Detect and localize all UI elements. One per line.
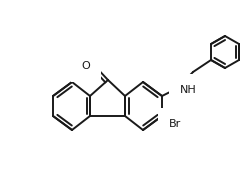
Text: Br: Br	[169, 119, 181, 129]
Text: NH: NH	[180, 85, 197, 95]
Text: O: O	[82, 61, 90, 71]
